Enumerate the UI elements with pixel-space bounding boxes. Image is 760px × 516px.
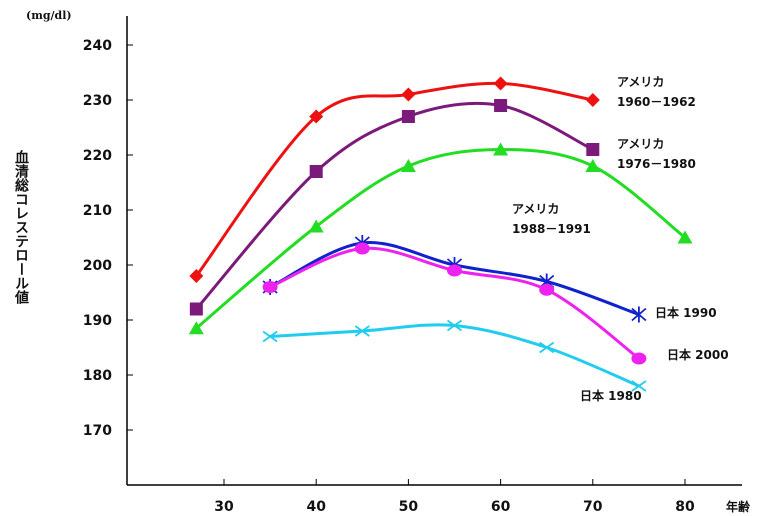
x-tick-label: 60: [491, 499, 511, 515]
series-line: [268, 323, 641, 388]
series-label: 日本 2000: [667, 347, 729, 362]
data-point: [309, 109, 324, 124]
x-tick-label: 50: [399, 499, 419, 515]
series-line: [194, 81, 595, 278]
y-axis-label: 血清総コレステロール値: [13, 149, 30, 305]
y-unit-label: (mg/dl): [26, 9, 72, 22]
data-point: [447, 264, 462, 277]
data-point: [631, 352, 647, 365]
data-point: [189, 269, 204, 283]
data-point: [189, 302, 203, 316]
data-point: [401, 87, 416, 102]
y-ticks: 170 180 190 200 210 220 230 240: [83, 38, 133, 439]
x-ticks: 30 40 50 60 70 80: [214, 479, 695, 515]
series-label: アメリカ: [617, 75, 664, 89]
y-tick-label: 180: [83, 368, 112, 384]
series-label: 1960－1962: [617, 95, 696, 109]
series-label: 1988－1991: [512, 222, 591, 236]
x-tick-label: 40: [306, 499, 326, 515]
data-point: [631, 306, 647, 323]
series-line: [194, 101, 595, 311]
data-point: [585, 159, 601, 172]
series-0: [189, 76, 600, 283]
x-tick-label: 30: [214, 499, 234, 515]
series-label: 1976－1980: [617, 157, 696, 171]
series-label: アメリカ: [512, 202, 559, 216]
x-axis-label: 年齢: [726, 499, 751, 514]
series-label: アメリカ: [617, 137, 664, 151]
data-point: [494, 99, 508, 112]
data-point: [354, 242, 370, 255]
y-tick-label: 170: [83, 423, 112, 439]
data-point: [493, 76, 508, 91]
data-point: [446, 319, 463, 332]
series-label: 日本 1980: [580, 388, 642, 403]
data-point: [400, 159, 416, 172]
data-point: [539, 283, 555, 296]
series-labels: アメリカ 1960－1962 アメリカ 1976－1980 アメリカ 1988－1991 日…: [512, 75, 729, 403]
data-point: [188, 321, 204, 335]
series-3: [262, 235, 647, 323]
data-point: [493, 142, 509, 156]
series-line: [268, 241, 641, 316]
data-point: [354, 325, 370, 337]
series-line: [194, 147, 687, 330]
data-point: [262, 281, 278, 293]
series-2: [188, 142, 693, 335]
x-tick-label: 70: [583, 499, 603, 515]
y-tick-label: 220: [83, 148, 112, 164]
data-point: [401, 110, 415, 123]
series-1: [189, 99, 600, 316]
data-point: [308, 219, 324, 233]
series-5: [262, 319, 647, 392]
y-tick-label: 210: [83, 203, 112, 219]
y-tick-label: 230: [83, 93, 112, 109]
y-tick-label: 190: [83, 313, 112, 329]
data-point: [631, 380, 647, 392]
data-point: [309, 165, 323, 178]
data-point: [586, 143, 600, 156]
series-group: [188, 76, 693, 392]
series-label: 日本 1990: [655, 305, 717, 320]
series-4: [262, 242, 647, 365]
x-tick-label: 80: [675, 499, 695, 515]
data-point: [262, 330, 278, 343]
data-point: [539, 341, 555, 354]
data-point: [585, 93, 600, 107]
y-tick-label: 240: [83, 38, 112, 54]
y-tick-label: 200: [83, 258, 112, 274]
data-point: [677, 230, 693, 244]
